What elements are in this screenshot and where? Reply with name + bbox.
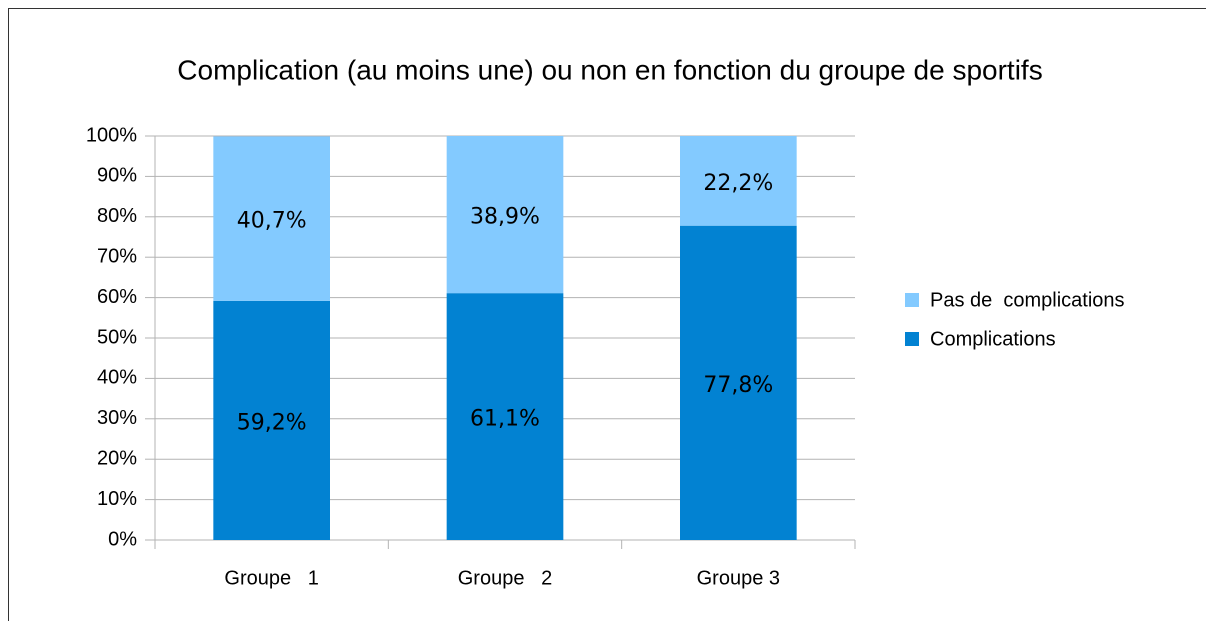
value-label: 61,1%	[470, 407, 540, 432]
legend-label: Complications	[930, 328, 1056, 350]
y-tick-label: 50%	[97, 326, 137, 348]
x-tick-label: Groupe 2	[458, 567, 553, 589]
y-tick-label: 80%	[97, 205, 137, 227]
value-label: 38,9%	[470, 205, 540, 230]
y-tick-label: 90%	[97, 165, 137, 187]
bar-segment	[213, 300, 330, 540]
y-tick-label: 10%	[97, 488, 137, 510]
bar-segment	[213, 136, 330, 301]
y-tick-label: 100%	[86, 124, 137, 146]
bar-segment	[680, 136, 797, 226]
x-tick-label: Groupe 3	[697, 567, 780, 589]
value-label: 59,2%	[237, 410, 307, 435]
legend-swatch	[905, 293, 919, 307]
value-label: 40,7%	[237, 209, 307, 234]
x-tick-label: Groupe 1	[224, 567, 319, 589]
y-tick-label: 40%	[97, 367, 137, 389]
y-tick-label: 0%	[108, 528, 137, 550]
y-tick-label: 60%	[97, 286, 137, 308]
bar-segment	[680, 225, 797, 541]
value-label: 77,8%	[703, 373, 773, 398]
y-tick-label: 20%	[97, 447, 137, 469]
value-label: 22,2%	[703, 171, 773, 196]
y-tick-label: 70%	[97, 245, 137, 267]
y-tick-label: 30%	[97, 407, 137, 429]
frame	[8, 8, 1206, 621]
chart-title: Complication (au moins une) ou non en fo…	[177, 54, 1042, 85]
bar-segment	[446, 293, 564, 540]
bar-segment	[446, 136, 564, 294]
legend-swatch	[905, 332, 919, 346]
legend-label: Pas de complications	[930, 289, 1125, 311]
